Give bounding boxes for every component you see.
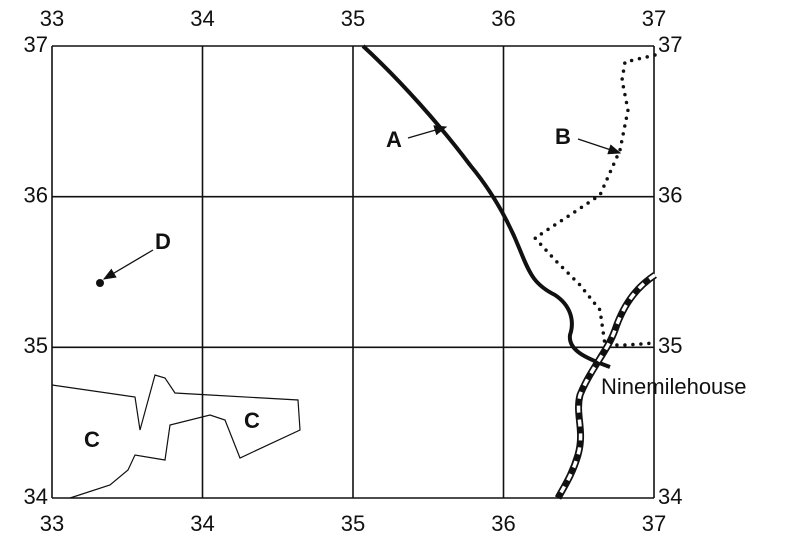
easting-label-bottom: 33 [40, 511, 64, 536]
northing-label-right: 34 [658, 484, 682, 509]
northing-label-left: 37 [24, 32, 48, 57]
arrow-b [577, 138, 622, 155]
northing-label-right: 35 [658, 333, 682, 358]
railway-inner [556, 273, 656, 499]
line-a [361, 44, 611, 369]
area-c [51, 374, 301, 499]
arrow-a [407, 125, 448, 139]
easting-label-top: 36 [491, 6, 515, 31]
label-d: D [155, 229, 171, 254]
label-c: C [244, 408, 260, 433]
label-town: Ninemilehouse [601, 374, 747, 399]
easting-label-bottom: 35 [341, 511, 365, 536]
easting-label-top: 35 [341, 6, 365, 31]
easting-label-bottom: 37 [642, 511, 666, 536]
label-b: B [555, 124, 571, 149]
label-c: C [84, 427, 100, 452]
easting-label-top: 34 [190, 6, 214, 31]
northing-label-right: 36 [658, 182, 682, 207]
point-d [96, 279, 104, 287]
northing-label-left: 36 [24, 182, 48, 207]
line-b [532, 53, 657, 347]
label-a: A [386, 127, 402, 152]
easting-label-top: 33 [40, 6, 64, 31]
arrow-d [102, 249, 154, 280]
easting-label-bottom: 36 [491, 511, 515, 536]
easting-label-top: 37 [642, 6, 666, 31]
northing-label-left: 35 [24, 333, 48, 358]
easting-label-bottom: 34 [190, 511, 214, 536]
northing-label-right: 37 [658, 32, 682, 57]
northing-label-left: 34 [24, 484, 48, 509]
